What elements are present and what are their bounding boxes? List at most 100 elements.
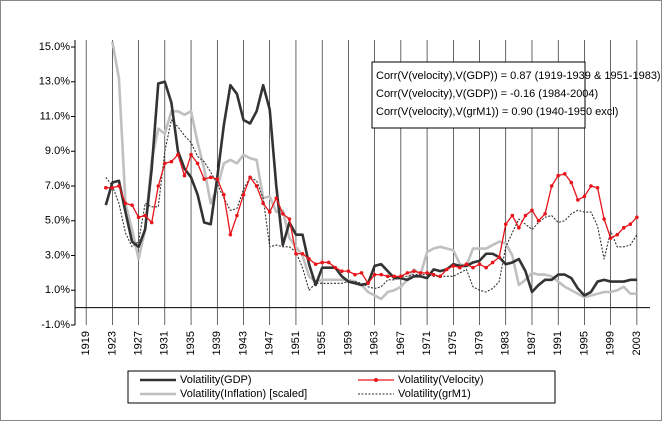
point-marker <box>635 215 639 220</box>
point-marker <box>438 274 442 279</box>
point-marker <box>418 271 423 275</box>
point-marker <box>608 236 613 240</box>
point-marker <box>523 213 528 218</box>
point-marker <box>326 260 331 265</box>
x-tick-label: 1991 <box>552 331 564 355</box>
y-tick-label: 13.0% <box>39 76 70 88</box>
y-tick-label: 7.0% <box>45 180 70 192</box>
point-marker <box>300 251 305 256</box>
point-marker <box>215 177 220 181</box>
point-marker <box>136 215 141 220</box>
point-marker <box>228 232 233 237</box>
point-marker <box>346 269 351 273</box>
point-marker <box>510 213 515 218</box>
series-line <box>105 119 638 293</box>
point-marker <box>202 177 206 181</box>
series-line <box>105 154 638 284</box>
point-marker <box>431 272 436 277</box>
legend-label: Volatility(Inflation) [scaled] <box>180 388 307 400</box>
point-marker <box>615 232 620 237</box>
point-marker <box>130 203 134 207</box>
point-marker <box>110 185 115 190</box>
legend-label: Volatility(Velocity) <box>398 374 484 386</box>
x-tick-label: 1923 <box>106 331 118 355</box>
y-tick-label: 11.0% <box>40 110 71 122</box>
annotation: Corr(V(velocity),V(grM1)) = 0.90 (1940-1… <box>376 106 618 118</box>
point-marker <box>267 210 272 214</box>
y-tick-label: 9.0% <box>45 145 70 157</box>
point-marker <box>628 222 633 227</box>
point-marker <box>208 175 213 180</box>
point-marker <box>117 184 121 188</box>
point-marker <box>149 220 154 225</box>
point-marker <box>156 184 161 188</box>
point-marker <box>195 161 200 166</box>
x-tick-label: 1963 <box>369 331 381 355</box>
x-tick-label: 1959 <box>342 331 354 355</box>
point-marker <box>602 217 606 221</box>
point-marker <box>123 201 128 206</box>
x-tick-label: 1947 <box>264 331 276 355</box>
point-marker <box>372 272 377 277</box>
x-tick-label: 1943 <box>237 331 249 355</box>
point-marker <box>281 212 285 216</box>
y-tick-label: 1.0% <box>45 284 70 296</box>
y-tick-label: 15.0% <box>39 41 70 53</box>
x-tick-label: 1995 <box>578 331 590 355</box>
x-tick-label: 1983 <box>500 331 512 355</box>
point-marker <box>582 194 587 199</box>
point-marker <box>556 173 561 178</box>
point-marker <box>477 262 482 266</box>
point-marker <box>235 213 239 218</box>
x-tick-label: 1951 <box>290 331 302 355</box>
point-marker <box>248 175 252 180</box>
series-line <box>111 41 637 301</box>
point-marker <box>569 180 574 185</box>
x-tick-label: 1999 <box>605 331 617 355</box>
point-marker <box>169 159 174 164</box>
annotation: Corr(V(velocity),V(GDP)) = -0.16 (1984-2… <box>376 88 598 100</box>
point-marker <box>497 255 502 260</box>
point-marker <box>294 251 298 256</box>
point-marker <box>503 222 508 227</box>
point-marker <box>320 260 324 265</box>
point-marker <box>425 271 429 275</box>
point-marker <box>490 260 495 265</box>
point-marker <box>241 192 246 197</box>
y-tick-label: 5.0% <box>45 215 70 227</box>
point-marker <box>379 272 383 277</box>
annotation: Corr(V(velocity),V(GDP)) = 0.87 (1919-19… <box>376 70 661 82</box>
point-marker <box>399 274 403 279</box>
legend-marker <box>374 378 378 382</box>
annotation-box <box>371 61 586 129</box>
grid-layer: -1.0% 1.0% 3.0% 5.0% 7.0% 9.0% 11.0% 13.0% 15.0%… <box>39 40 650 355</box>
point-marker <box>517 225 521 230</box>
point-marker <box>254 184 259 188</box>
point-marker <box>287 217 292 221</box>
point-marker <box>549 184 554 188</box>
point-marker <box>182 173 187 178</box>
point-marker <box>543 212 547 216</box>
point-marker <box>340 269 344 273</box>
x-tick-label: 1975 <box>447 331 459 355</box>
point-marker <box>471 265 475 270</box>
legend-label: Volatility(grM1) <box>398 388 471 400</box>
point-marker <box>621 225 626 230</box>
y-tick-label: -1.0% <box>41 319 70 331</box>
point-marker <box>176 152 180 157</box>
point-marker <box>143 213 147 218</box>
legend-label: Volatility(GDP) <box>180 374 252 386</box>
point-marker <box>189 152 193 157</box>
x-tick-label: 1955 <box>316 331 328 355</box>
point-marker <box>392 274 397 279</box>
point-marker <box>484 265 488 270</box>
x-tick-label: 1971 <box>421 331 433 355</box>
point-marker <box>536 218 541 223</box>
point-marker <box>576 198 580 202</box>
point-marker <box>458 265 462 270</box>
point-marker <box>163 161 167 166</box>
series-layer <box>104 41 639 301</box>
point-marker <box>405 271 410 275</box>
x-tick-label: 1967 <box>395 331 407 355</box>
